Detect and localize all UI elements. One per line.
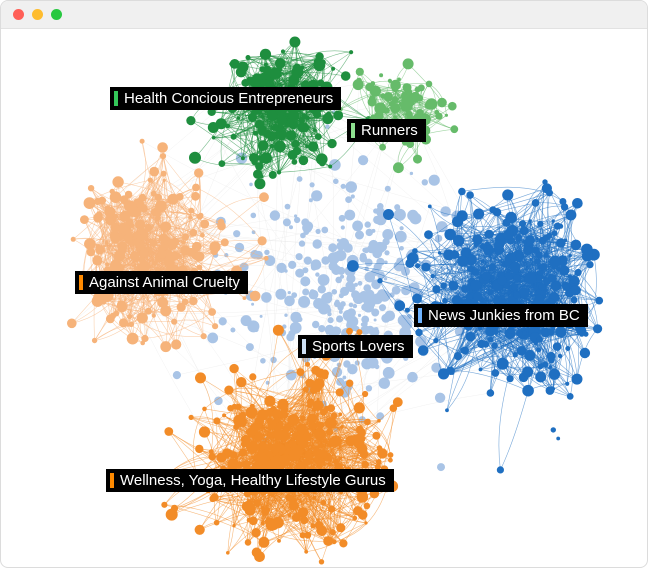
cluster-label-stripe [79, 275, 83, 290]
cluster-runners [338, 58, 458, 173]
window-titlebar [1, 1, 647, 29]
cluster-label-runners[interactable]: Runners [347, 119, 426, 142]
graph-canvas: Health Concious Entrepreneurs Runners Agai… [1, 29, 647, 567]
window-close-dot[interactable] [13, 9, 24, 20]
cluster-label-wellness[interactable]: Wellness, Yoga, Healthy Lifestyle Gurus [106, 469, 394, 492]
cluster-label-animal-cruelty[interactable]: Against Animal Cruelty [75, 271, 248, 294]
cluster-label-sports-lovers[interactable]: Sports Lovers [298, 335, 413, 358]
window-zoom-dot[interactable] [51, 9, 62, 20]
cluster-label-text: Health Concious Entrepreneurs [124, 91, 333, 106]
cluster-label-stripe [302, 339, 306, 354]
cluster-label-text: Wellness, Yoga, Healthy Lifestyle Gurus [120, 473, 386, 488]
cluster-label-stripe [110, 473, 114, 488]
cluster-label-stripe [351, 123, 355, 138]
cluster-label-health-entrepreneurs[interactable]: Health Concious Entrepreneurs [110, 87, 341, 110]
cluster-label-text: News Junkies from BC [428, 308, 580, 323]
cluster-label-text: Against Animal Cruelty [89, 275, 240, 290]
app-window: Health Concious Entrepreneurs Runners Agai… [0, 0, 648, 568]
cluster-label-stripe [114, 91, 118, 106]
cluster-label-text: Runners [361, 123, 418, 138]
cluster-label-stripe [418, 308, 422, 323]
cluster-label-text: Sports Lovers [312, 339, 405, 354]
cluster-label-news-junkies[interactable]: News Junkies from BC [414, 304, 588, 327]
window-minimize-dot[interactable] [32, 9, 43, 20]
